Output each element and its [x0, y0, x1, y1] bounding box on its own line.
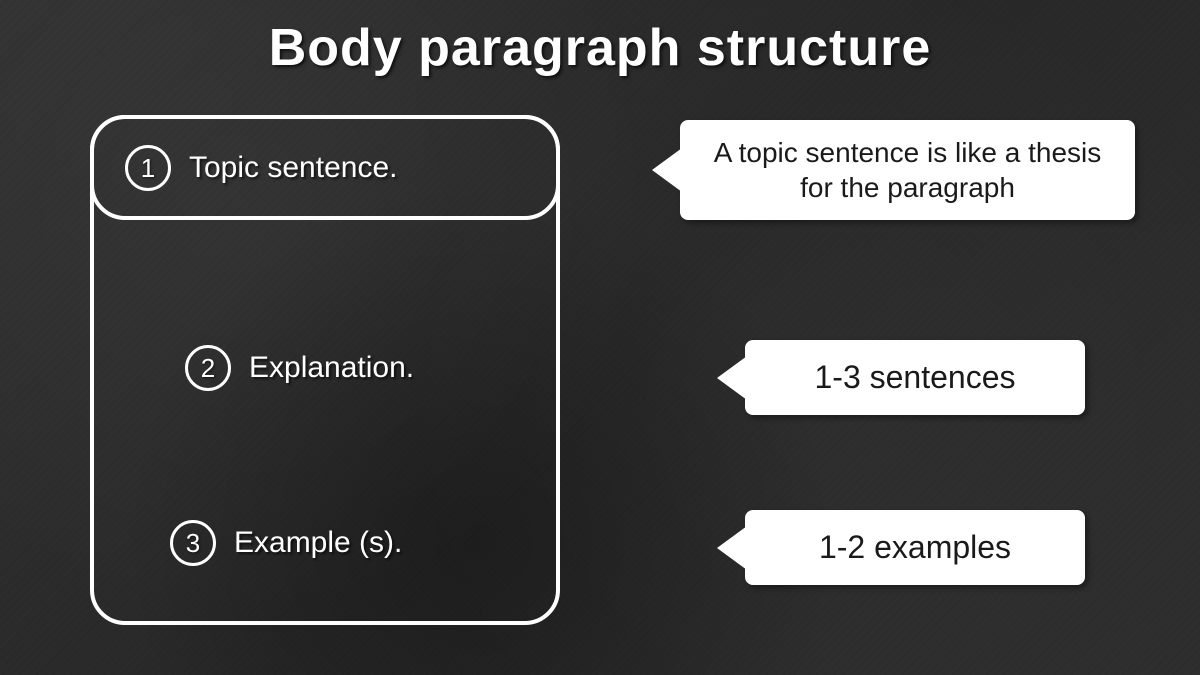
callout-example: 1-2 examples	[745, 510, 1085, 585]
item-number-circle: 1	[125, 145, 171, 191]
item-example: 3 Example (s).	[170, 520, 402, 566]
page-title: Body paragraph structure	[0, 18, 1200, 78]
item-topic-sentence: 1 Topic sentence.	[125, 145, 397, 191]
callout-text: A topic sentence is like a thesis for th…	[700, 135, 1115, 205]
item-label: Example (s).	[234, 526, 402, 560]
item-number-circle: 3	[170, 520, 216, 566]
item-number-circle: 2	[185, 345, 231, 391]
item-explanation: 2 Explanation.	[185, 345, 414, 391]
callout-text: 1-2 examples	[819, 529, 1011, 566]
callout-explanation: 1-3 sentences	[745, 340, 1085, 415]
callout-text: 1-3 sentences	[814, 359, 1015, 396]
callout-topic-sentence: A topic sentence is like a thesis for th…	[680, 120, 1135, 220]
item-label: Explanation.	[249, 351, 414, 385]
item-label: Topic sentence.	[189, 151, 397, 185]
